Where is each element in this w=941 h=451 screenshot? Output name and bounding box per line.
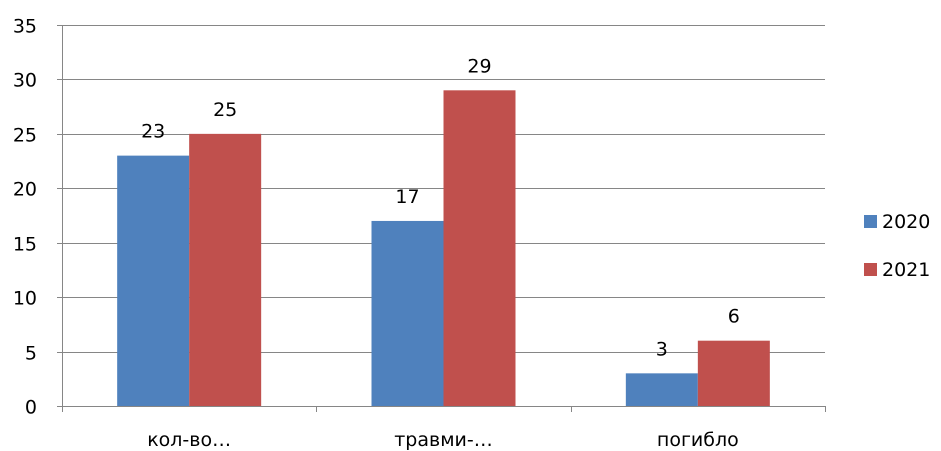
bar-2021-0 [189,133,262,406]
legend-label: 2020 [882,211,930,233]
data-label: 6 [728,306,740,328]
x-axis-ticks: кол-во… травми-… погибло [62,406,826,451]
x-tick-label: погибло [657,429,739,451]
legend-label: 2021 [882,259,930,281]
y-tick-label: 5 [25,343,37,365]
y-tick-label: 15 [13,234,37,256]
bar-2021-2 [697,340,770,406]
bars [117,90,770,407]
x-tick-label: травми-… [394,429,493,451]
y-axis-ticks: 0 5 10 15 20 25 30 35 [13,16,62,419]
bar-2020-2 [625,373,698,406]
y-tick-label: 10 [13,288,37,310]
bar-2020-1 [371,220,444,406]
data-label: 23 [141,121,165,143]
y-tick-label: 25 [13,125,37,147]
data-label: 25 [213,99,237,121]
bar-2021-1 [443,90,516,407]
data-label: 17 [395,186,419,208]
y-tick-label: 30 [13,70,37,92]
y-tick-label: 20 [13,179,37,201]
x-tick-label: кол-во… [147,429,231,451]
axes [62,25,825,407]
data-label: 29 [467,55,491,77]
legend-swatch [864,263,877,276]
legend: 2020 2021 [864,211,930,281]
data-label: 3 [656,338,668,360]
y-tick-label: 0 [25,397,37,419]
legend-swatch [864,215,877,228]
y-tick-label: 35 [13,16,37,38]
data-labels: 23 25 17 29 3 6 [141,55,740,360]
bar-2020-0 [117,155,190,406]
